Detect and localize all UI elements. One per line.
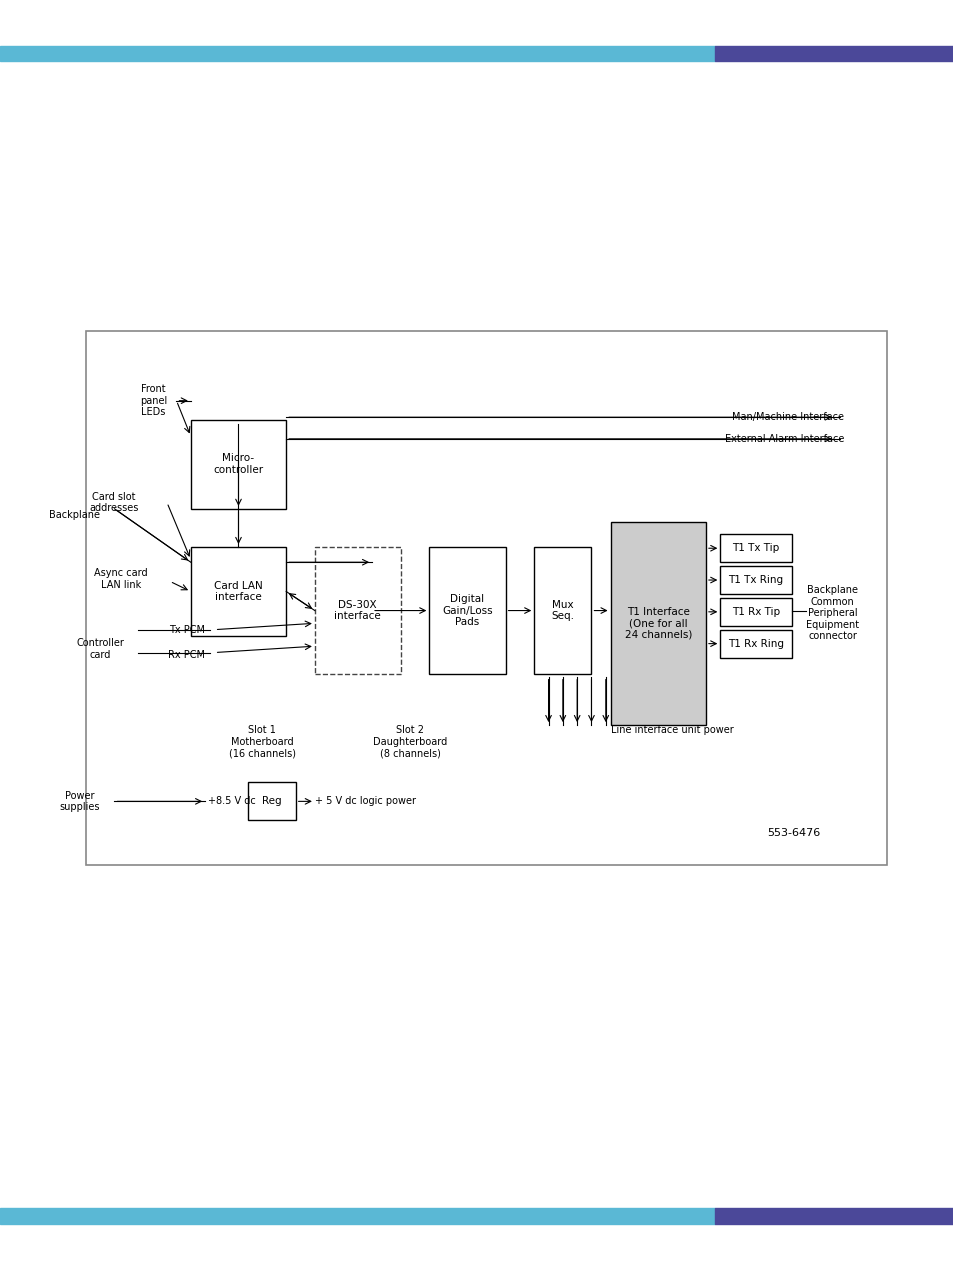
FancyBboxPatch shape: [610, 522, 705, 725]
Bar: [0, 1208, 715, 1224]
Text: Card LAN
interface: Card LAN interface: [213, 581, 263, 602]
Text: DS-30X
interface: DS-30X interface: [334, 600, 381, 621]
Text: Power
supplies: Power supplies: [60, 791, 100, 812]
FancyBboxPatch shape: [720, 630, 791, 658]
FancyBboxPatch shape: [720, 598, 791, 626]
Text: Card slot
addresses: Card slot addresses: [89, 492, 138, 513]
Bar: [715, 46, 953, 61]
Text: Reg: Reg: [262, 796, 281, 806]
Text: 553-6476: 553-6476: [766, 828, 820, 838]
Text: Backplane
Common
Peripheral
Equipment
connector: Backplane Common Peripheral Equipment co…: [805, 585, 859, 641]
FancyBboxPatch shape: [86, 331, 886, 865]
Text: Digital
Gain/Loss
Pads: Digital Gain/Loss Pads: [441, 594, 493, 627]
Text: T1 Tx Tip: T1 Tx Tip: [732, 543, 779, 553]
Text: Slot 2
Daughterboard
(8 channels): Slot 2 Daughterboard (8 channels): [373, 725, 447, 758]
FancyBboxPatch shape: [534, 547, 591, 674]
Text: Async card
LAN link: Async card LAN link: [94, 569, 148, 589]
Text: Slot 1
Motherboard
(16 channels): Slot 1 Motherboard (16 channels): [229, 725, 295, 758]
FancyBboxPatch shape: [720, 534, 791, 562]
Text: T1 Rx Tip: T1 Rx Tip: [731, 607, 780, 617]
Text: Micro-
controller: Micro- controller: [213, 454, 263, 474]
Text: Front
panel
LEDs: Front panel LEDs: [139, 384, 167, 417]
Bar: [0, 46, 715, 61]
Text: Tx PCM: Tx PCM: [169, 625, 205, 635]
Text: +8.5 V dc: +8.5 V dc: [208, 796, 255, 806]
FancyBboxPatch shape: [314, 547, 400, 674]
Text: Line interface unit power: Line interface unit power: [610, 725, 733, 735]
Text: External Alarm Interface: External Alarm Interface: [724, 434, 843, 444]
Text: T1 Tx Ring: T1 Tx Ring: [728, 575, 782, 585]
FancyBboxPatch shape: [429, 547, 505, 674]
Text: Controller
card: Controller card: [76, 639, 124, 659]
FancyBboxPatch shape: [720, 566, 791, 594]
Text: Man/Machine Interface: Man/Machine Interface: [732, 412, 843, 422]
Text: Rx PCM: Rx PCM: [168, 650, 205, 660]
Text: Backplane: Backplane: [50, 510, 100, 520]
FancyBboxPatch shape: [191, 547, 286, 636]
Text: T1 Interface
(One for all
24 channels): T1 Interface (One for all 24 channels): [624, 607, 691, 640]
Text: Mux
Seq.: Mux Seq.: [551, 600, 574, 621]
Bar: [715, 1208, 953, 1224]
Text: + 5 V dc logic power: + 5 V dc logic power: [314, 796, 416, 806]
FancyBboxPatch shape: [248, 782, 295, 820]
Text: T1 Rx Ring: T1 Rx Ring: [727, 639, 783, 649]
FancyBboxPatch shape: [191, 420, 286, 509]
